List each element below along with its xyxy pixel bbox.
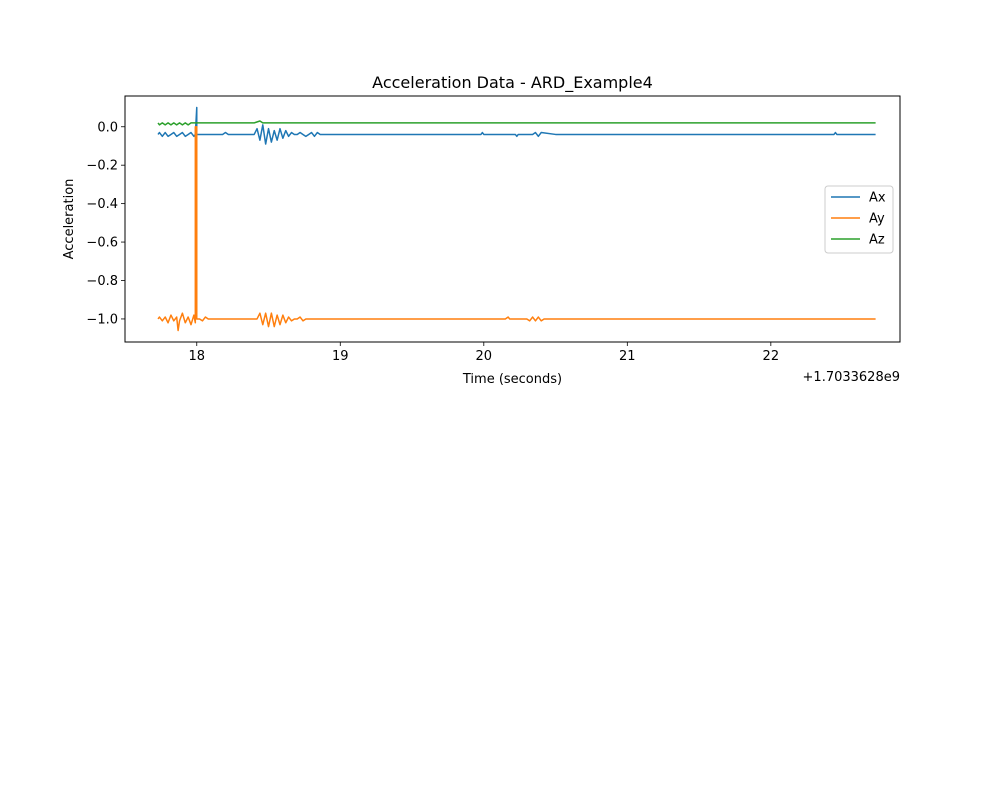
series-line-ay xyxy=(157,126,876,332)
x-axis-label: Time (seconds) xyxy=(462,372,562,387)
y-tick-label: −0.6 xyxy=(86,236,118,251)
y-axis: 0.0 −0.2 −0.4 −0.6 −0.8 −1.0 xyxy=(86,120,125,327)
x-tick-label: 21 xyxy=(619,349,636,364)
chart-title: Acceleration Data - ARD_Example4 xyxy=(372,73,653,93)
x-axis: 18 19 20 21 22 xyxy=(188,342,779,364)
y-axis-label: Acceleration xyxy=(62,179,77,260)
series-line-az xyxy=(157,120,876,126)
legend-frame xyxy=(824,185,894,254)
x-tick-label: 20 xyxy=(476,349,493,364)
legend-label-ax: Ax xyxy=(869,191,886,206)
plot-frame xyxy=(124,95,901,343)
y-tick-label: −0.8 xyxy=(86,274,118,289)
x-tick-label: 22 xyxy=(763,349,780,364)
legend-label-az: Az xyxy=(869,233,885,248)
series-layer xyxy=(157,106,876,332)
legend-label-ay: Ay xyxy=(869,212,885,227)
y-tick-label: 0.0 xyxy=(97,120,118,135)
x-tick-label: 19 xyxy=(332,349,349,364)
plot-area xyxy=(157,106,876,332)
x-axis-offset-label: +1.7033628e9 xyxy=(803,370,900,385)
x-tick-label: 18 xyxy=(188,349,205,364)
series-line-ax xyxy=(157,106,876,145)
y-tick-label: −0.4 xyxy=(86,197,118,212)
y-tick-label: −0.2 xyxy=(86,159,118,174)
y-tick-label: −1.0 xyxy=(86,312,118,327)
legend: Ax Ay Az xyxy=(824,185,894,254)
